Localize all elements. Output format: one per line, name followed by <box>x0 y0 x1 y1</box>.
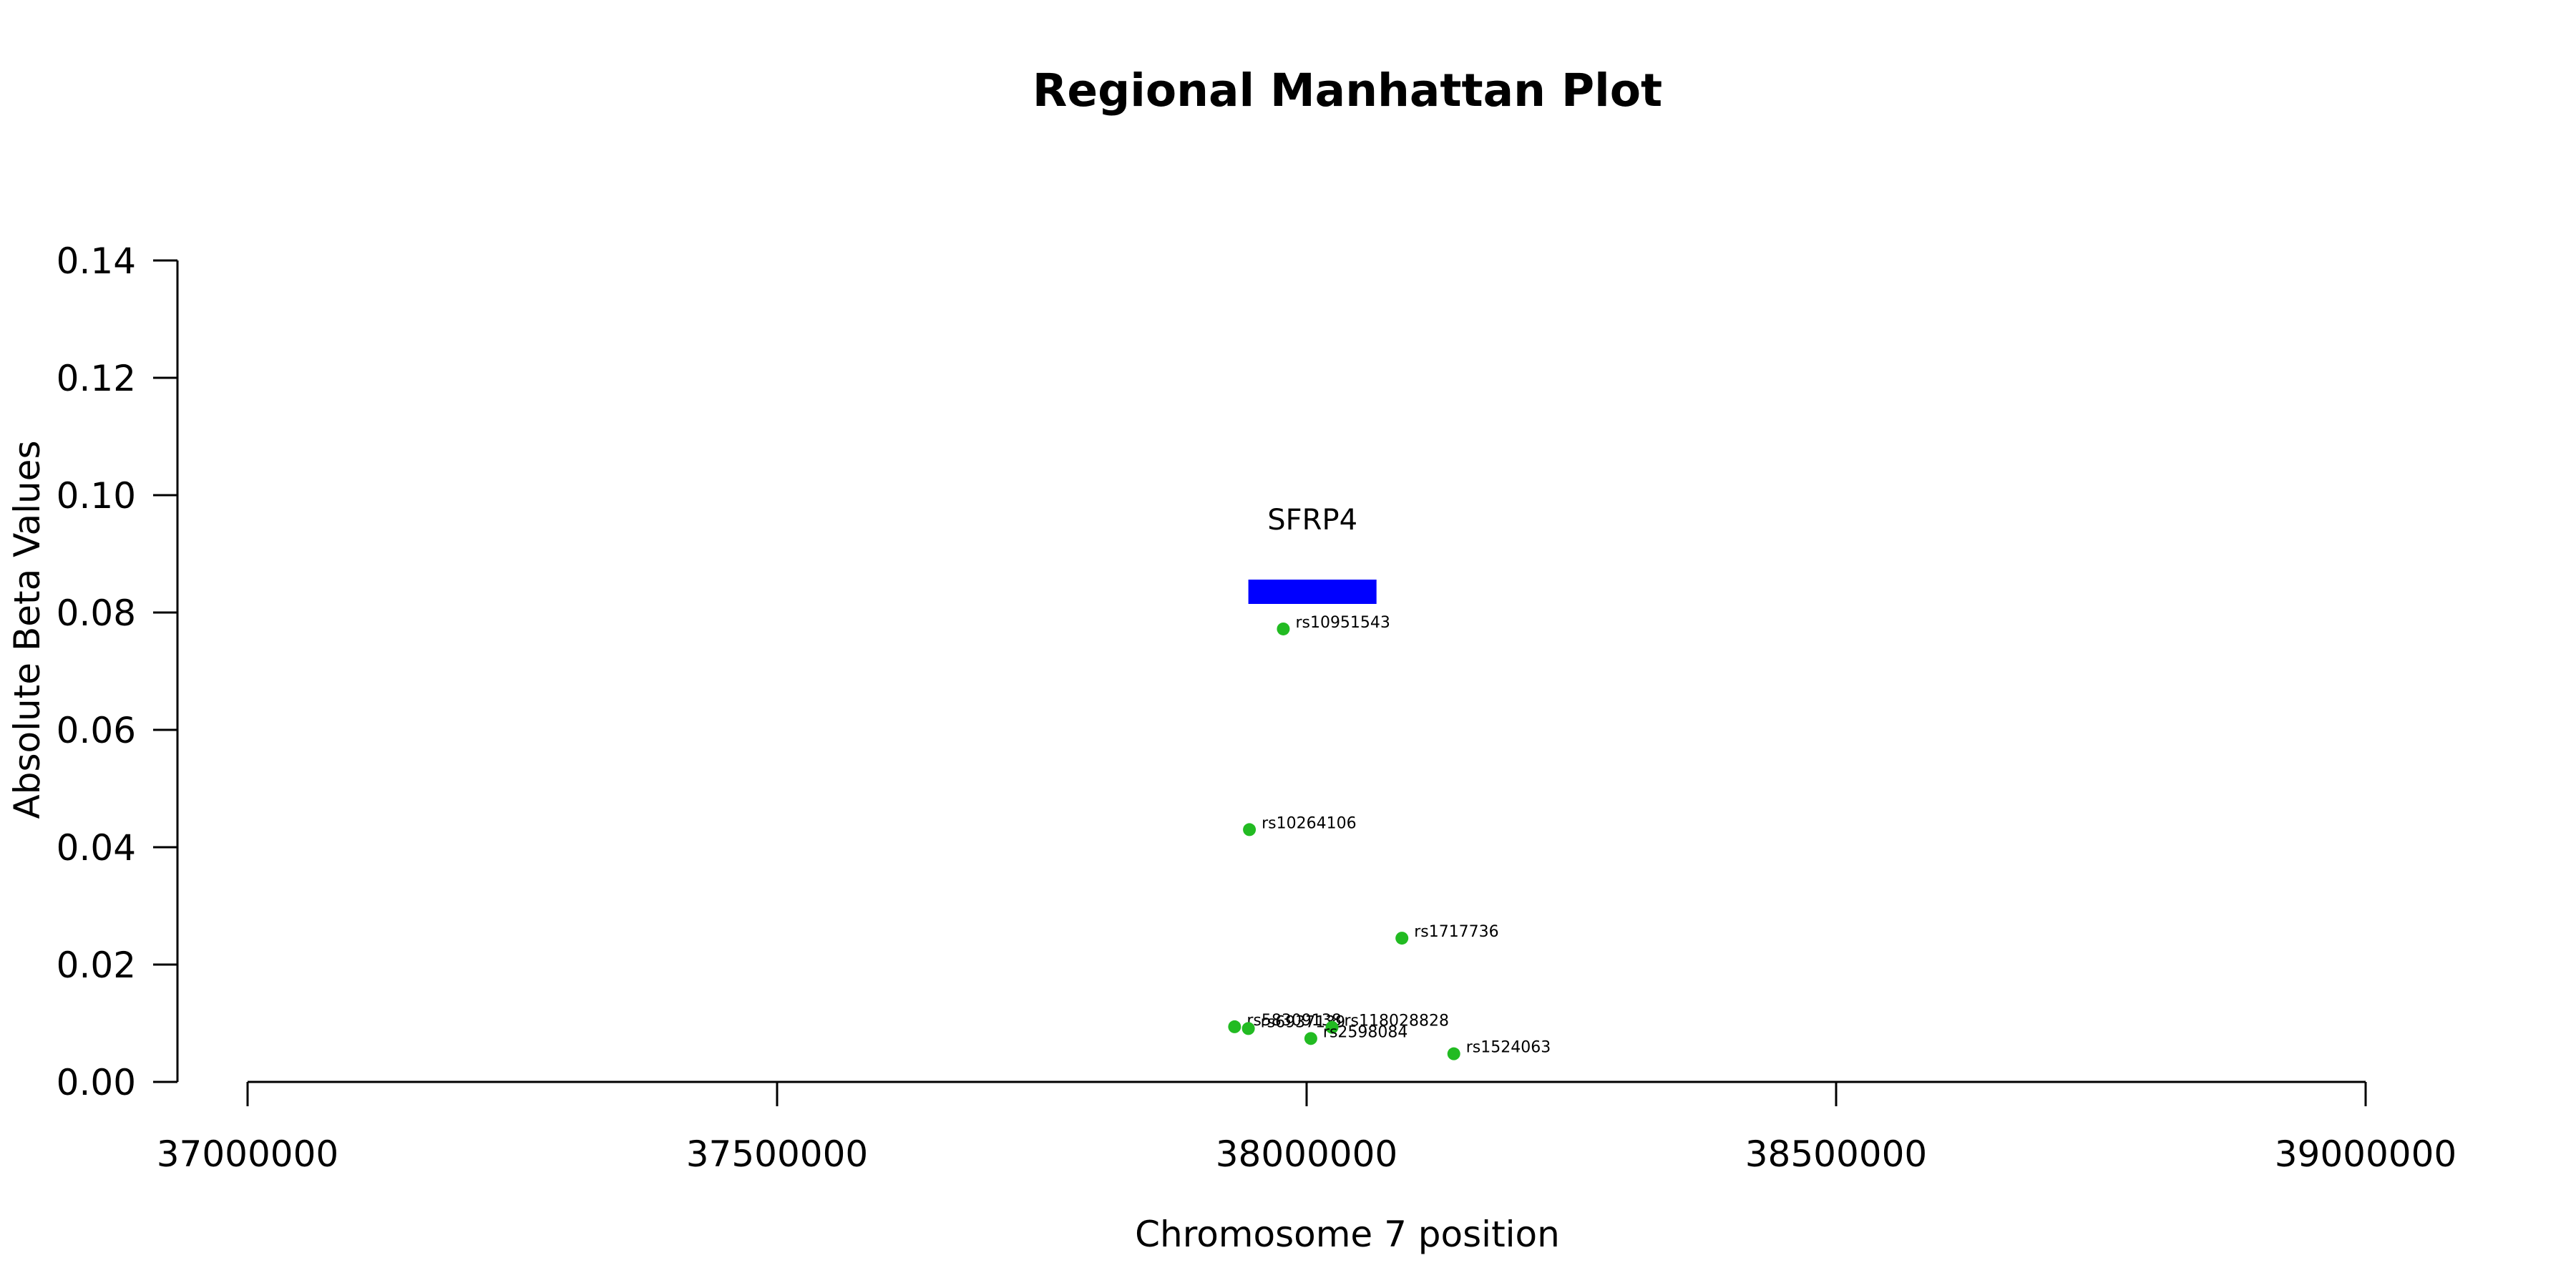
x-tick-label: 38500000 <box>1745 1133 1928 1175</box>
gene-track: SFRP4 <box>1248 504 1377 604</box>
snp-point <box>1228 1020 1241 1033</box>
x-tick-label: 38000000 <box>1216 1133 1398 1175</box>
y-tick-label: 0.12 <box>57 358 136 399</box>
y-tick-label: 0.10 <box>57 475 136 517</box>
snp-label: rs1524063 <box>1466 1039 1551 1057</box>
x-tick-label: 37000000 <box>157 1133 339 1175</box>
snp-point <box>1304 1032 1317 1045</box>
snp-point <box>1277 622 1290 635</box>
y-axis: 0.00 0.02 0.04 0.06 0.08 0.10 0.12 0.14 <box>57 240 179 1103</box>
gene-label: SFRP4 <box>1267 504 1357 537</box>
snp-label: rs118028828 <box>1345 1013 1449 1030</box>
snp-point <box>1447 1047 1460 1060</box>
gene-bar <box>1248 580 1377 604</box>
x-tick-label: 39000000 <box>2275 1133 2457 1175</box>
snp-label: rs10951543 <box>1295 614 1390 632</box>
x-axis: 37000000 37500000 38000000 38500000 39000000 <box>157 1080 2457 1175</box>
snp-label: rs10264106 <box>1262 814 1356 832</box>
snp-label: rs2598084 <box>1323 1023 1408 1041</box>
x-tick-label: 37500000 <box>686 1133 869 1175</box>
y-tick-label: 0.02 <box>57 945 136 986</box>
snp-point <box>1241 1022 1255 1035</box>
x-axis-label: Chromosome 7 position <box>1135 1214 1560 1255</box>
y-tick-label: 0.04 <box>57 827 136 869</box>
y-axis-label: Absolute Beta Values <box>6 441 48 819</box>
snp-points: rs10951543rs10264106rs1717736rs58309138r… <box>1228 614 1551 1060</box>
snp-label: rs1717736 <box>1414 923 1499 941</box>
y-tick-label: 0.00 <box>57 1062 136 1103</box>
y-tick-label: 0.14 <box>57 240 136 282</box>
chart-title: Regional Manhattan Plot <box>1033 64 1662 117</box>
snp-point <box>1325 1020 1339 1034</box>
snp-point <box>1243 823 1257 836</box>
y-tick-label: 0.06 <box>57 710 136 751</box>
snp-point <box>1395 932 1409 945</box>
y-tick-label: 0.08 <box>57 592 136 634</box>
